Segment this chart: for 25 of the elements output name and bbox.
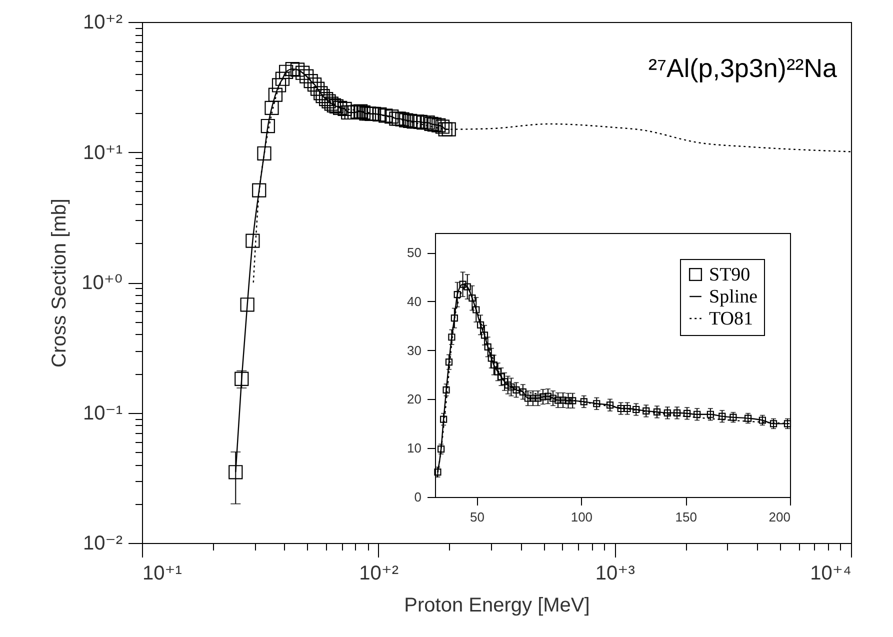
y-axis-title: Cross Section [mb] [48, 198, 71, 368]
x-tick-label: 10⁺² [359, 562, 399, 584]
y-tick-label: 10⁺² [83, 12, 123, 34]
x-tick-label: 10⁺¹ [142, 562, 182, 584]
y-tick-label: 10⁻² [83, 532, 123, 554]
y-tick-label: 20 [407, 392, 422, 407]
x-tick-label: 200 [768, 510, 790, 524]
y-tick-label: 10 [407, 440, 422, 456]
legend-label: Spline [709, 286, 758, 308]
y-tick-label: 0 [414, 490, 422, 504]
y-tick-label: 10⁺¹ [83, 142, 123, 164]
x-tick-label: 50 [470, 510, 484, 524]
y-tick-label: 10⁻¹ [83, 402, 123, 424]
legend-label: TO81 [709, 308, 753, 330]
annotation: ²⁷Al(p,3p3n)²²Na [648, 53, 838, 83]
x-tick-label: 10⁺³ [595, 562, 636, 584]
y-tick-label: 40 [407, 294, 422, 309]
y-tick-label: 50 [407, 245, 422, 260]
x-axis-title: Proton Energy [MeV] [404, 594, 590, 616]
y-tick-label: 30 [407, 342, 422, 358]
legend-label: ST90 [709, 264, 750, 286]
x-tick-label: 100 [570, 510, 593, 524]
x-tick-label: 150 [675, 510, 697, 524]
y-tick-label: 10⁺⁰ [82, 272, 122, 294]
x-tick-label: 10⁺⁴ [810, 562, 852, 584]
